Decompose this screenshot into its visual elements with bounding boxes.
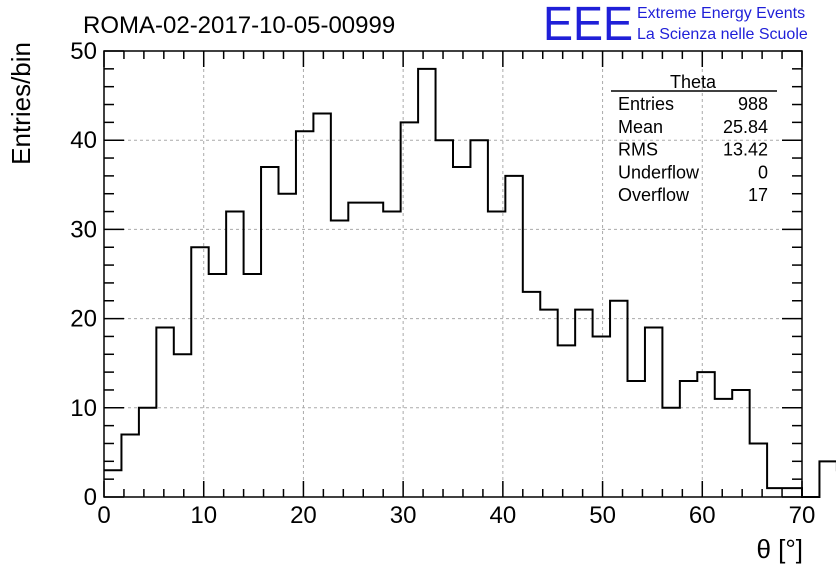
stats-value: 17 (748, 185, 768, 205)
stats-title: Theta (670, 72, 717, 92)
eee-logo-caption: Extreme Energy Events La Scienza nelle S… (637, 3, 808, 45)
y-tick-label: 50 (70, 38, 97, 65)
logo-line-1: Extreme Energy Events (637, 5, 806, 22)
x-tick-label: 50 (589, 502, 616, 529)
x-axis-label: θ [°] (756, 534, 803, 564)
y-tick-label: 20 (70, 306, 97, 333)
plot-frame (103, 50, 803, 498)
stats-value: 988 (738, 94, 768, 114)
y-tick-label: 10 (70, 395, 97, 422)
eee-logo: EEE (543, 0, 633, 44)
axis-ticks (103, 50, 803, 498)
stats-label: RMS (618, 140, 658, 160)
x-tick-label: 70 (789, 502, 816, 529)
stats-value: 0 (758, 162, 768, 182)
x-tick-label: 10 (190, 502, 217, 529)
stats-label: Underflow (618, 162, 700, 182)
stats-box: Theta Entries 988 Mean 25.84 RMS 13.42 Underfl… (611, 72, 777, 205)
chart-title: ROMA-02-2017-10-05-00999 (83, 12, 395, 39)
stats-value: 13.42 (723, 140, 768, 160)
tick-labels: 0 10 20 30 40 50 60 70 0 10 20 30 40 50 (70, 38, 815, 529)
x-tick-label: 40 (490, 502, 517, 529)
stats-label: Mean (618, 117, 663, 137)
x-tick-label: 20 (290, 502, 317, 529)
y-tick-label: 0 (84, 484, 97, 511)
stats-label: Overflow (618, 185, 690, 205)
logo-line-2: La Scienza nelle Scuole (637, 26, 808, 43)
y-tick-label: 40 (70, 127, 97, 154)
stats-value: 25.84 (723, 117, 768, 137)
y-tick-label: 30 (70, 216, 97, 243)
x-tick-label: 0 (97, 502, 110, 529)
histogram-outline (104, 67, 836, 498)
stats-label: Entries (618, 94, 674, 114)
x-tick-label: 60 (689, 502, 716, 529)
x-tick-label: 30 (390, 502, 417, 529)
y-axis-label: Entries/bin (6, 42, 36, 165)
eee-logo-text: EEE (543, 0, 633, 44)
